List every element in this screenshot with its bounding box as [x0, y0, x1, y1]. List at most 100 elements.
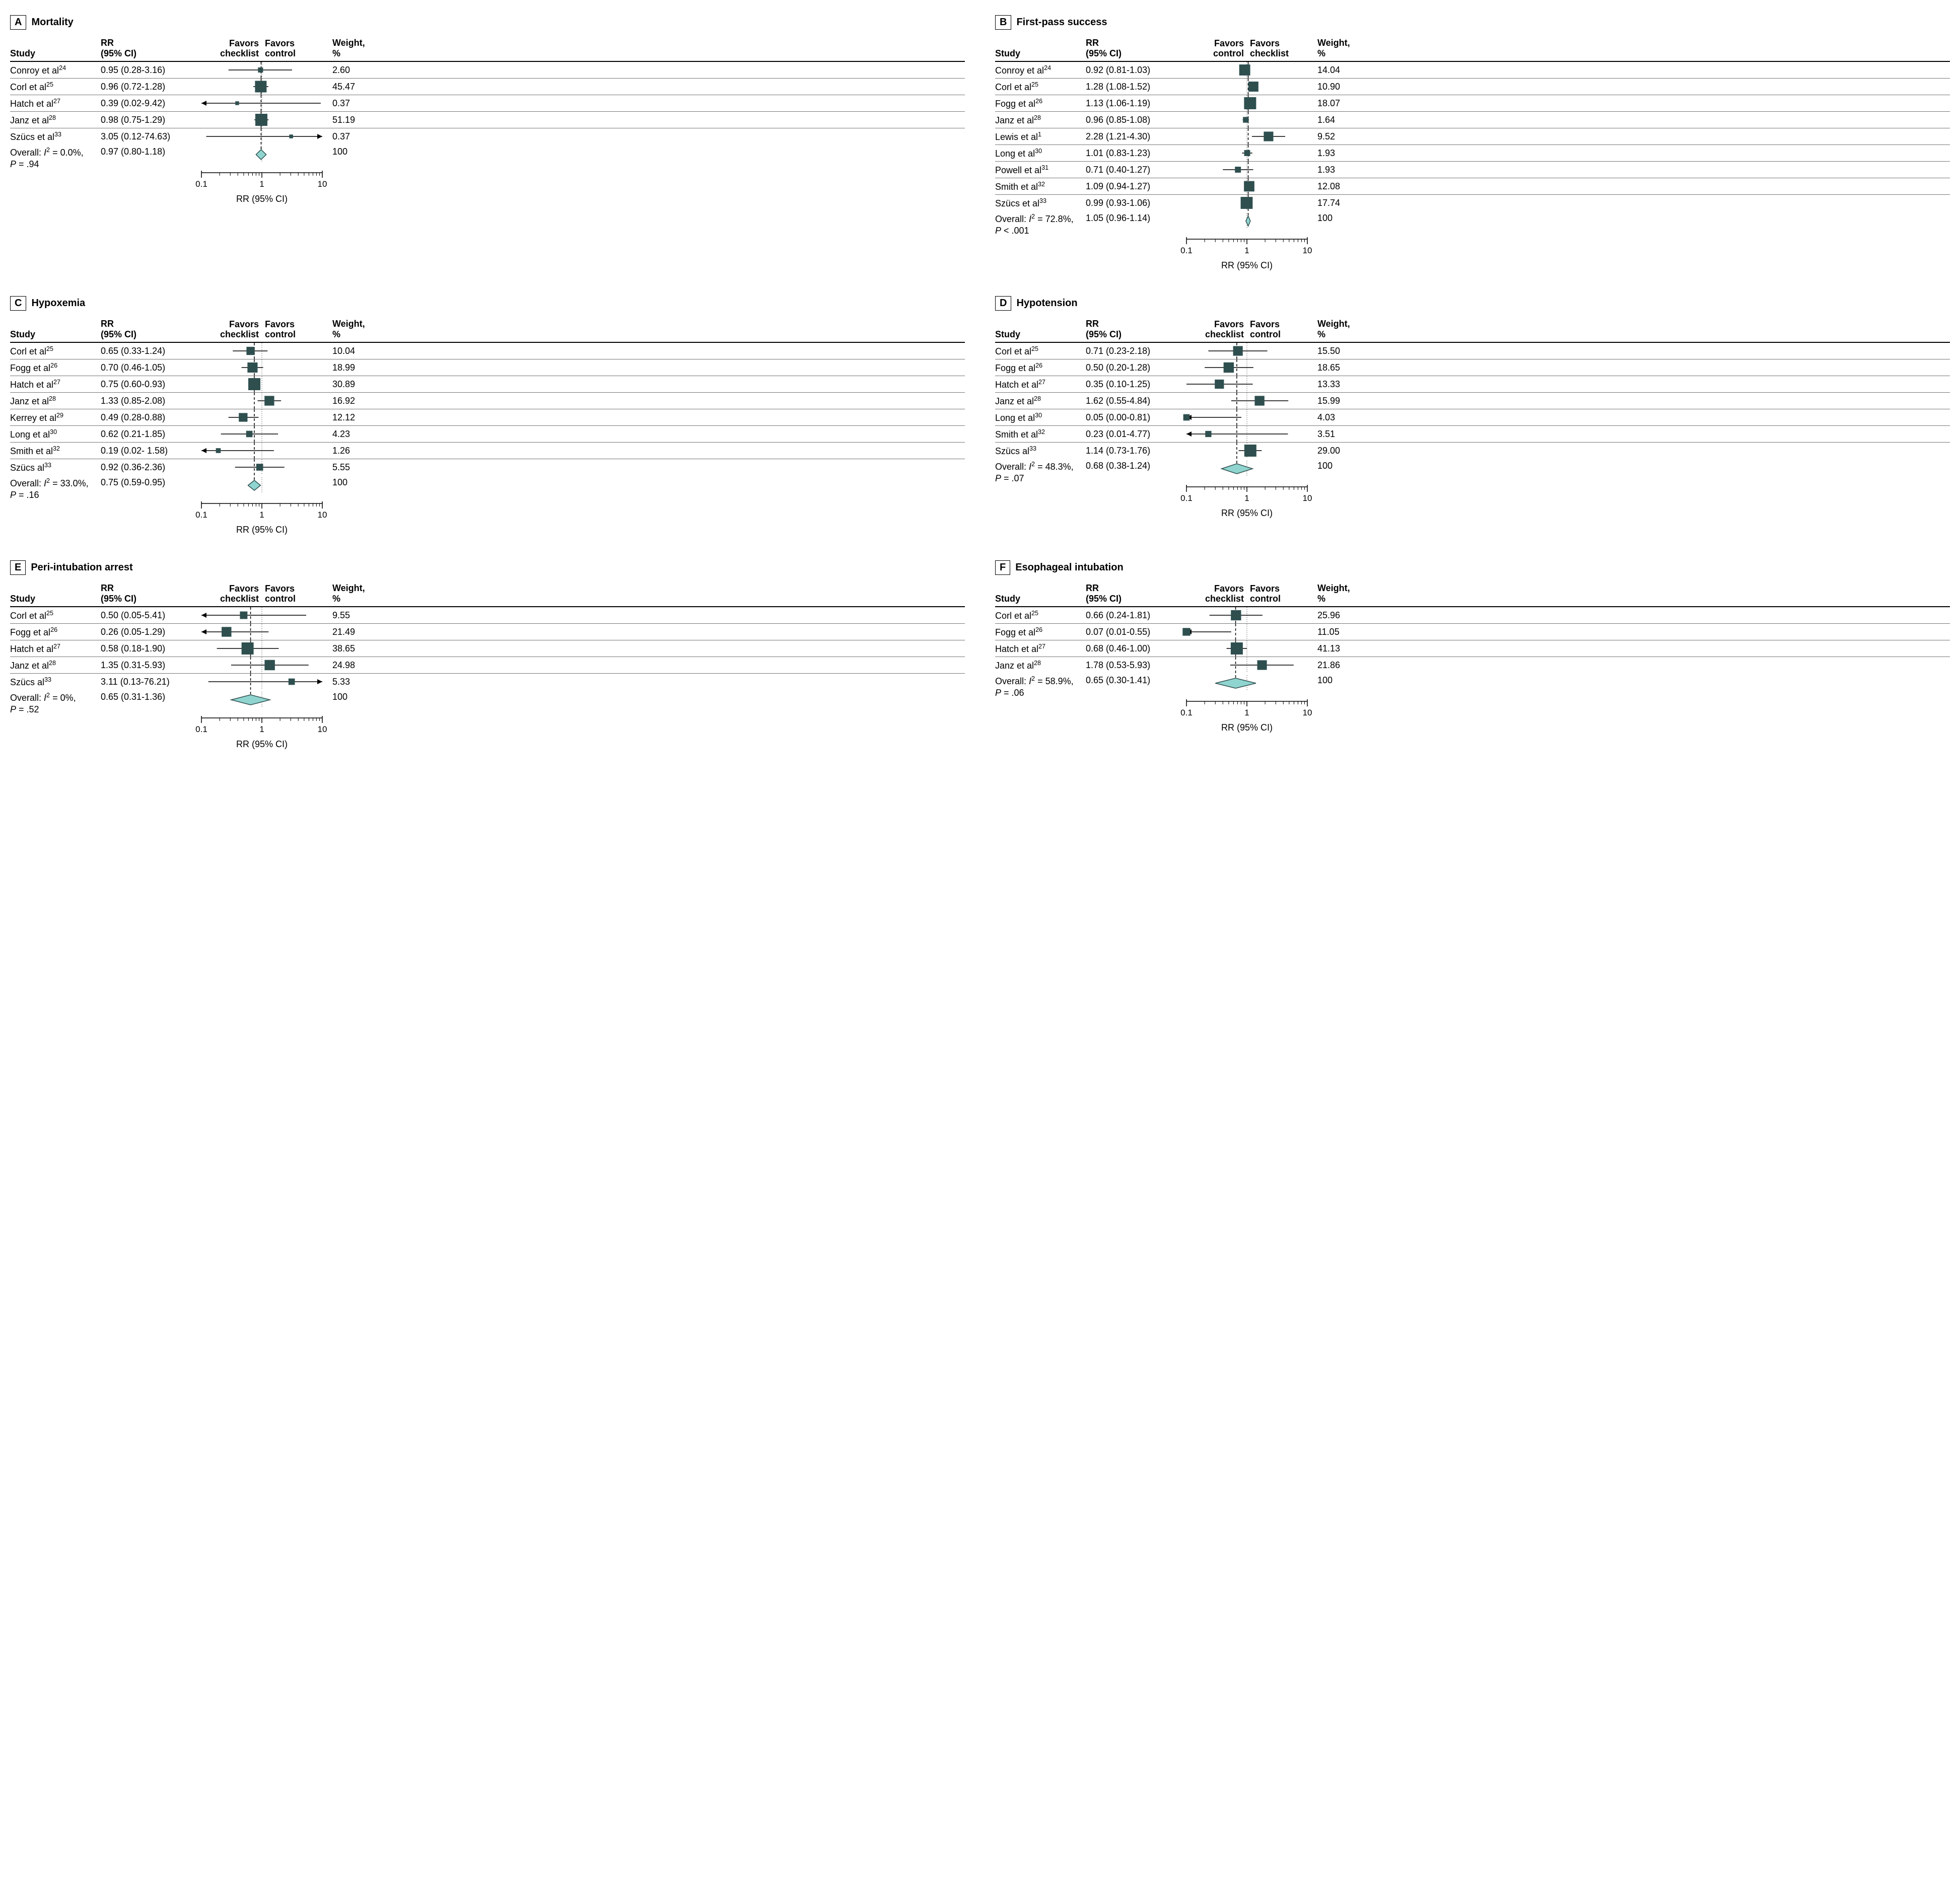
overall-row: Overall: I2 = 33.0%,P = .160.75 (0.59-0.… — [10, 475, 965, 500]
forest-row-svg — [1176, 195, 1317, 211]
overall-diamond-svg — [191, 477, 332, 493]
study-row: Janz et al281.33 (0.85-2.08)16.92 — [10, 393, 965, 409]
study-row: Szücs al333.11 (0.13-76.21)5.33 — [10, 674, 965, 690]
panel-title-text: Hypotension — [1016, 298, 1077, 309]
study-name: Fogg et al26 — [10, 362, 101, 374]
study-name: Hatch et al27 — [10, 643, 101, 655]
forest-row-svg — [191, 409, 332, 425]
panel-letter: D — [995, 296, 1011, 311]
overall-row: Overall: I2 = 72.8%,P < .0011.05 (0.96-1… — [995, 211, 1950, 236]
study-rr: 0.05 (0.00-0.81) — [1086, 412, 1176, 423]
x-axis: 0.1110RR (95% CI) — [1176, 237, 1317, 271]
study-row: Long et al301.01 (0.83-1.23)1.93 — [995, 145, 1950, 162]
svg-text:1: 1 — [259, 179, 264, 189]
study-name: Hatch et al27 — [995, 643, 1086, 655]
svg-text:1: 1 — [1244, 493, 1249, 503]
study-name: Corl et al25 — [10, 610, 101, 621]
overall-label: Overall: I2 = 0%,P = .52 — [10, 692, 101, 715]
study-row: Smith et al320.19 (0.02- 1.58)1.26 — [10, 443, 965, 459]
study-name: Smith et al32 — [10, 445, 101, 457]
overall-row: Overall: I2 = 0%,P = .520.65 (0.31-1.36)… — [10, 690, 965, 715]
x-axis: 0.1110RR (95% CI) — [191, 171, 332, 204]
study-rows: Corl et al250.66 (0.24-1.81)25.96Fogg et… — [995, 606, 1950, 673]
panel-title-text: Peri-intubation arrest — [31, 562, 132, 573]
study-name: Janz et al28 — [995, 114, 1086, 126]
study-name: Powell et al31 — [995, 164, 1086, 176]
forest-row-svg — [1176, 178, 1317, 194]
x-axis: 0.1110RR (95% CI) — [191, 716, 332, 750]
forest-row-svg — [191, 128, 332, 144]
study-row: Smith et al320.23 (0.01-4.77)3.51 — [995, 426, 1950, 443]
header-study: Study — [10, 329, 101, 340]
study-rr: 0.19 (0.02- 1.58) — [101, 446, 191, 456]
study-rr: 0.92 (0.36-2.36) — [101, 462, 191, 473]
svg-text:10: 10 — [318, 510, 327, 520]
study-row: Szücs et al333.05 (0.12-74.63)0.37 — [10, 128, 965, 144]
study-name: Smith et al32 — [995, 181, 1086, 192]
study-row: Janz et al281.35 (0.31-5.93)24.98 — [10, 657, 965, 674]
study-row: Long et al300.05 (0.00-0.81)4.03 — [995, 409, 1950, 426]
study-weight: 10.90 — [1317, 82, 1363, 92]
study-rr: 0.35 (0.10-1.25) — [1086, 379, 1176, 390]
header-weight: Weight,% — [332, 583, 378, 604]
study-weight: 13.33 — [1317, 379, 1363, 390]
study-name: Szücs al33 — [10, 676, 101, 688]
forest-row-svg — [1176, 607, 1317, 623]
svg-text:1: 1 — [259, 724, 264, 734]
overall-row: Overall: I2 = 0.0%,P = .940.97 (0.80-1.1… — [10, 144, 965, 170]
study-weight: 16.92 — [332, 396, 378, 406]
study-rr: 1.09 (0.94-1.27) — [1086, 181, 1176, 192]
overall-rr: 0.65 (0.31-1.36) — [101, 692, 191, 702]
header-rr: RR(95% CI) — [1086, 38, 1176, 59]
study-name: Szücs et al33 — [995, 197, 1086, 209]
header-favors: FavorscontrolFavorschecklist — [1176, 38, 1317, 59]
overall-weight: 100 — [332, 147, 378, 157]
overall-diamond-svg — [1176, 675, 1317, 691]
study-weight: 18.65 — [1317, 362, 1363, 373]
forest-row-svg — [1176, 376, 1317, 392]
study-weight: 11.05 — [1317, 627, 1363, 637]
study-row: Szücs et al330.99 (0.93-1.06)17.74 — [995, 195, 1950, 211]
forest-row-svg — [191, 426, 332, 442]
study-weight: 29.00 — [1317, 446, 1363, 456]
header-study: Study — [995, 594, 1086, 604]
overall-weight: 100 — [1317, 675, 1363, 686]
study-row: Fogg et al260.50 (0.20-1.28)18.65 — [995, 359, 1950, 376]
study-row: Janz et al281.78 (0.53-5.93)21.86 — [995, 657, 1950, 673]
study-rr: 0.58 (0.18-1.90) — [101, 643, 191, 654]
study-weight: 1.64 — [1317, 115, 1363, 125]
study-weight: 9.52 — [1317, 131, 1363, 142]
forest-plot-grid: AMortalityStudyRR(95% CI)Favorschecklist… — [10, 15, 1950, 750]
study-rr: 0.96 (0.72-1.28) — [101, 82, 191, 92]
panel-title: D Hypotension — [995, 296, 1950, 311]
study-weight: 30.89 — [332, 379, 378, 390]
panel-title-text: Esophageal intubation — [1015, 562, 1123, 573]
study-row: Janz et al280.96 (0.85-1.08)1.64 — [995, 112, 1950, 128]
forest-row-svg — [191, 624, 332, 640]
header-weight: Weight,% — [1317, 583, 1363, 604]
overall-label: Overall: I2 = 0.0%,P = .94 — [10, 147, 101, 170]
panel-C: CHypoxemia StudyRR(95% CI)Favorschecklist… — [10, 296, 965, 535]
study-rows: Corl et al250.65 (0.33-1.24)10.04Fogg et… — [10, 342, 965, 475]
study-rr: 0.99 (0.93-1.06) — [1086, 198, 1176, 208]
study-rr: 1.33 (0.85-2.08) — [101, 396, 191, 406]
study-name: Corl et al25 — [10, 345, 101, 357]
panel-title: CHypoxemia — [10, 296, 965, 311]
x-axis: 0.1110RR (95% CI) — [191, 501, 332, 535]
column-headers: StudyRR(95% CI)FavorschecklistFavorscont… — [10, 319, 965, 340]
overall-row: Overall: I2 = 58.9%,P = .060.65 (0.30-1.… — [995, 673, 1950, 698]
panel-letter: F — [995, 560, 1010, 575]
study-name: Janz et al28 — [995, 395, 1086, 407]
svg-text:0.1: 0.1 — [195, 179, 207, 189]
header-study: Study — [10, 48, 101, 59]
study-rr: 0.50 (0.20-1.28) — [1086, 362, 1176, 373]
panel-letter: E — [10, 560, 26, 575]
study-name: Corl et al25 — [10, 81, 101, 93]
study-row: Corl et al250.96 (0.72-1.28)45.47 — [10, 79, 965, 95]
forest-row-svg — [191, 443, 332, 459]
study-weight: 4.03 — [1317, 412, 1363, 423]
panel-F: FEsophageal intubationStudyRR(95% CI)Fav… — [995, 560, 1950, 750]
study-name: Smith et al32 — [995, 428, 1086, 440]
forest-row-svg — [191, 376, 332, 392]
forest-row-svg — [1176, 79, 1317, 95]
